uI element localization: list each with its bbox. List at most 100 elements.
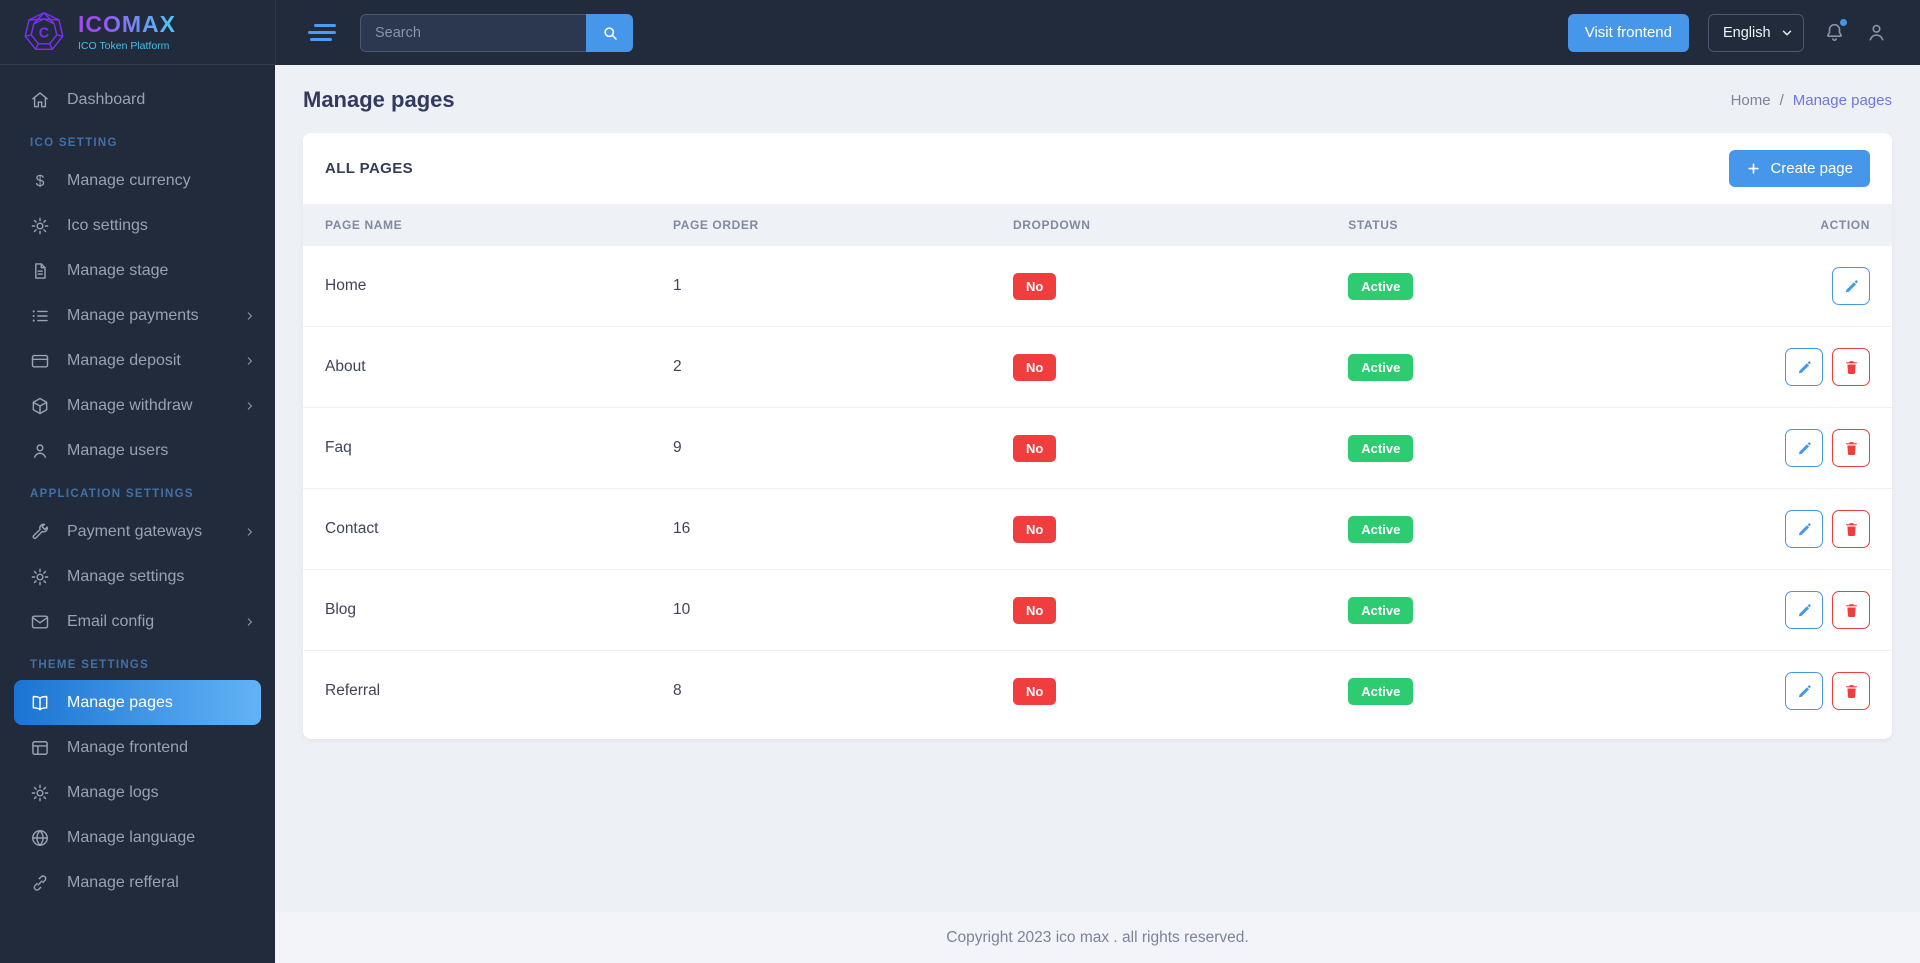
- sidebar-item-email-config[interactable]: Email config: [0, 599, 275, 644]
- svg-text:C: C: [39, 26, 50, 42]
- pencil-icon: [1796, 683, 1813, 700]
- trash-icon: [1843, 359, 1860, 376]
- edit-button[interactable]: [1785, 591, 1823, 629]
- sidebar-item-label: Manage logs: [67, 783, 159, 801]
- sidebar-nav: Dashboard ICO SETTING $ Manage currency Ico …: [0, 65, 275, 963]
- sidebar-item-manage-logs[interactable]: Manage logs: [0, 770, 275, 815]
- plus-icon: [1746, 161, 1761, 176]
- trash-icon: [1843, 683, 1860, 700]
- sidebar-item-label: Manage withdraw: [67, 396, 193, 414]
- delete-button[interactable]: [1832, 672, 1870, 710]
- sidebar-item-manage-deposit[interactable]: Manage deposit: [0, 338, 275, 383]
- dropdown-badge: No: [1013, 515, 1057, 543]
- page-name-cell: Referral: [325, 682, 381, 699]
- action-cell: [1670, 651, 1893, 732]
- delete-button[interactable]: [1832, 429, 1870, 467]
- sidebar-item-label: Email config: [67, 612, 155, 630]
- status-badge: Active: [1348, 272, 1414, 300]
- topbar: Visit frontend English: [275, 0, 1920, 65]
- edit-button[interactable]: [1832, 267, 1870, 305]
- status-cell: Active: [1326, 488, 1670, 570]
- edit-button[interactable]: [1785, 510, 1823, 548]
- action-cell: [1669, 488, 1892, 570]
- page-name-cell: Home: [303, 246, 651, 327]
- status-badge: Active: [1348, 434, 1414, 462]
- sidebar-item-manage-settings[interactable]: Manage settings: [0, 554, 275, 599]
- search-icon: [601, 24, 619, 42]
- bell-icon: [1823, 21, 1846, 44]
- sidebar-item-label: Manage users: [67, 441, 169, 459]
- dropdown-badge: No: [1013, 596, 1057, 624]
- action-cell: [1669, 407, 1892, 489]
- page-order-cell: 9: [650, 407, 992, 489]
- sidebar-item-label: Manage refferal: [67, 873, 179, 891]
- delete-button[interactable]: [1832, 591, 1870, 629]
- page-order-cell: 2: [650, 326, 992, 408]
- dollar-icon: $: [30, 171, 50, 191]
- create-page-label: Create page: [1770, 160, 1853, 177]
- footer: Copyright 2023 ico max . all rights rese…: [275, 912, 1920, 963]
- sidebar-item-label: Manage currency: [67, 171, 191, 189]
- sidebar-item-manage-language[interactable]: Manage language: [0, 815, 275, 860]
- main-area: Visit frontend English: [275, 0, 1920, 963]
- page-order-cell: 8: [672, 682, 682, 699]
- sidebar-item-manage-pages[interactable]: Manage pages: [14, 680, 261, 725]
- delete-button[interactable]: [1832, 348, 1870, 386]
- sidebar-item-manage-users[interactable]: Manage users: [0, 428, 275, 473]
- visit-frontend-button[interactable]: Visit frontend: [1567, 13, 1689, 52]
- sidebar-item-ico-settings[interactable]: Ico settings: [0, 203, 275, 248]
- column-header-page-name: PAGE NAME: [303, 204, 651, 246]
- status-badge: Active: [1348, 515, 1414, 543]
- sidebar-item-dashboard[interactable]: Dashboard: [0, 77, 275, 122]
- column-header-page-order: PAGE ORDER: [650, 204, 992, 246]
- user-icon: [30, 441, 50, 461]
- sidebar-item-manage-refferal[interactable]: Manage refferal: [0, 860, 275, 905]
- table-row: Contact 16 No Active: [303, 488, 1892, 570]
- edit-button[interactable]: [1785, 348, 1823, 386]
- sidebar-item-manage-stage[interactable]: Manage stage: [0, 248, 275, 293]
- trash-icon: [1843, 521, 1860, 538]
- nav-section-label: APPLICATION SETTINGS: [30, 488, 194, 500]
- sidebar-item-manage-payments[interactable]: Manage payments: [0, 293, 275, 338]
- edit-button[interactable]: [1785, 429, 1823, 467]
- breadcrumb-current: Manage pages: [1792, 91, 1892, 109]
- pencil-icon: [1796, 602, 1813, 619]
- wrench-icon: [30, 522, 50, 542]
- status-cell: Active: [1326, 569, 1670, 651]
- topbar-right: Visit frontend English: [1567, 13, 1888, 52]
- pencil-icon: [1843, 278, 1860, 295]
- table-row: Faq 9 No Active: [303, 407, 1892, 489]
- pencil-icon: [1796, 440, 1813, 457]
- sidebar-item-label: Ico settings: [67, 216, 148, 234]
- delete-button[interactable]: [1832, 510, 1870, 548]
- sidebar-item-label: Manage deposit: [67, 351, 181, 369]
- search-button[interactable]: [586, 13, 633, 52]
- page-content: Manage pages Home / Manage pages ALL PAG…: [275, 65, 1920, 912]
- search-input[interactable]: [360, 13, 586, 52]
- table-row: Home 1 No Active: [303, 246, 1892, 327]
- sidebar-item-manage-frontend[interactable]: Manage frontend: [0, 725, 275, 770]
- gear-icon: [30, 216, 50, 236]
- language-select-wrap: English: [1708, 13, 1804, 52]
- notifications-button[interactable]: [1823, 19, 1847, 44]
- profile-button[interactable]: [1865, 21, 1888, 44]
- globe-icon: [30, 828, 50, 848]
- language-select[interactable]: English: [1708, 13, 1804, 52]
- sidebar-item-payment-gateways[interactable]: Payment gateways: [0, 509, 275, 554]
- sidebar: C ICOMAX ICO Token Platform Dashboard ICO…: [0, 0, 275, 963]
- dropdown-cell: No: [991, 326, 1327, 408]
- breadcrumb-home-link[interactable]: Home: [1730, 91, 1771, 109]
- edit-button[interactable]: [1785, 672, 1823, 710]
- page-order-cell: 10: [650, 569, 992, 651]
- dropdown-cell: No: [991, 651, 1326, 732]
- brand-logo[interactable]: C ICOMAX ICO Token Platform: [0, 0, 275, 65]
- breadcrumb: Home / Manage pages: [1731, 92, 1892, 109]
- dropdown-badge: No: [1013, 272, 1057, 300]
- file-icon: [30, 261, 50, 281]
- create-page-button[interactable]: Create page: [1729, 150, 1870, 187]
- hamburger-menu-icon[interactable]: [308, 24, 336, 41]
- sidebar-item-label: Manage stage: [67, 261, 169, 279]
- sidebar-item-manage-withdraw[interactable]: Manage withdraw: [0, 383, 275, 428]
- sidebar-item-manage-currency[interactable]: $ Manage currency: [0, 158, 275, 203]
- brand-tagline: ICO Token Platform: [78, 39, 170, 52]
